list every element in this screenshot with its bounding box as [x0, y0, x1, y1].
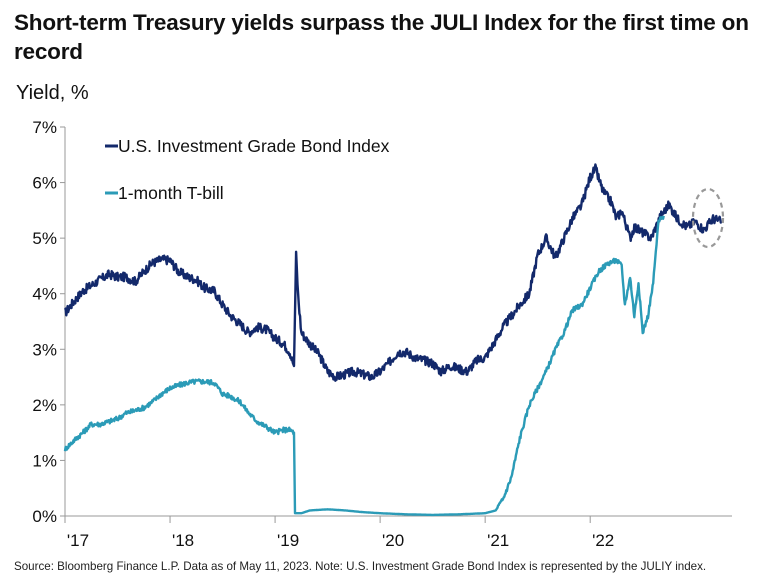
x-tick-label: '17 — [67, 531, 89, 550]
y-axis-label: Yield, % — [16, 82, 89, 104]
y-tick-label: 4% — [32, 285, 57, 304]
chart-annotation — [691, 187, 725, 249]
y-tick-label: 2% — [32, 396, 57, 415]
y-tick-label: 1% — [32, 451, 57, 470]
x-tick-label: '21 — [487, 531, 509, 550]
x-tick-label: '19 — [277, 531, 299, 550]
legend-label: U.S. Investment Grade Bond Index — [118, 136, 390, 156]
x-tick-label: '18 — [172, 531, 194, 550]
y-tick-label: 7% — [32, 118, 57, 137]
series-line-ig-bond — [63, 163, 723, 382]
chart-axes: 0% 1% 2% 3% 4% 5% 6% 7% '17 '18 '19 '20 '21 '22 — [32, 118, 732, 550]
y-tick-label: 3% — [32, 340, 57, 359]
legend-label: 1-month T-bill — [118, 183, 224, 203]
x-tick-label: '20 — [382, 531, 404, 550]
x-tick-label: '22 — [592, 531, 614, 550]
series-line-tbill — [63, 215, 665, 517]
y-tick-label: 6% — [32, 174, 57, 193]
highlight-circle — [691, 187, 725, 249]
chart-legend: U.S. Investment Grade Bond Index 1-month … — [105, 136, 390, 203]
source-note: Source: Bloomberg Finance L.P. Data as o… — [14, 560, 707, 573]
chart-title: Short-term Treasury yields surpass the J… — [14, 10, 749, 64]
y-tick-label: 0% — [32, 507, 57, 526]
chart-series — [63, 163, 723, 517]
y-tick-label: 5% — [32, 229, 57, 248]
